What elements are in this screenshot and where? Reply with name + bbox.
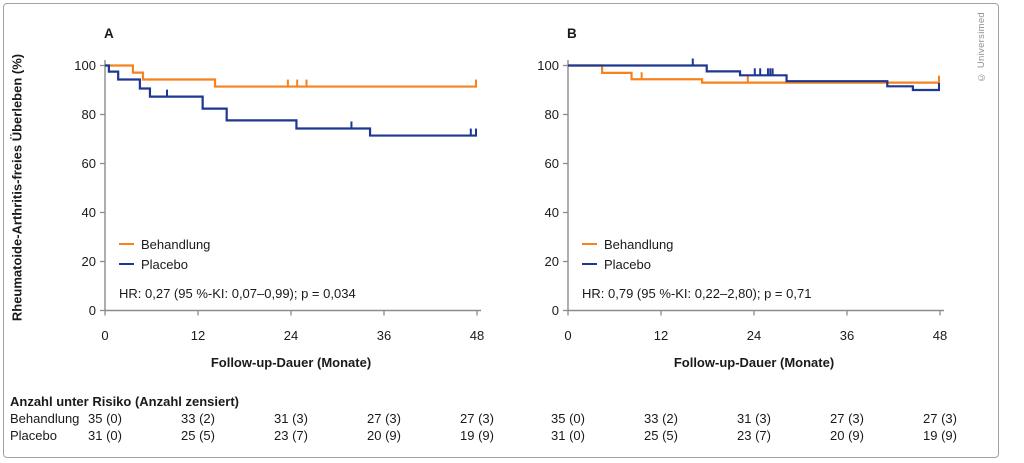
risk-cell: 31 (0): [88, 428, 122, 443]
risk-cell: 25 (5): [181, 428, 215, 443]
risk-cell: 31 (3): [274, 411, 308, 426]
legend-label-behandlung: Behandlung: [141, 236, 211, 252]
risk-cell: 19 (9): [923, 428, 957, 443]
risk-cell: 20 (9): [367, 428, 401, 443]
risk-cell: 19 (9): [460, 428, 494, 443]
y-tick-label: 80: [82, 107, 96, 122]
y-axis-title: Rheumatoide-Arthritis-freies Überleben (…: [9, 53, 25, 322]
risk-cell: 23 (7): [274, 428, 308, 443]
legend-label-placebo: Placebo: [604, 256, 651, 272]
legend-label-behandlung: Behandlung: [604, 236, 674, 252]
hr-annotation-panel-a: HR: 0,27 (95 %-KI: 0,07–0,99); p = 0,034: [119, 286, 356, 301]
risk-cell: 25 (5): [644, 428, 678, 443]
risk-cell: 27 (3): [830, 411, 864, 426]
x-axis-title-panel-b: Follow-up-Dauer (Monate): [673, 355, 835, 370]
legend-panel-a: Behandlung Placebo: [119, 234, 210, 274]
x-tick-label: 36: [377, 328, 391, 343]
risk-cell: 27 (3): [367, 411, 401, 426]
survival-curve-placebo: [105, 64, 477, 137]
x-tick-label: 24: [284, 328, 298, 343]
risk-cell: 33 (2): [181, 411, 215, 426]
behandlung-line-swatch: [119, 242, 134, 246]
risk-row-label-placebo: Placebo: [10, 428, 57, 443]
risk-cell: 23 (7): [737, 428, 771, 443]
risk-cell: 27 (3): [460, 411, 494, 426]
risk-cell: 33 (2): [644, 411, 678, 426]
y-tick-label: 40: [545, 205, 559, 220]
y-tick-label: 0: [552, 303, 559, 318]
panel-a-label: A: [104, 26, 114, 41]
survival-curve-behandlung: [568, 64, 940, 84]
risk-cell: 27 (3): [923, 411, 957, 426]
x-tick-label: 12: [654, 328, 668, 343]
risk-table-title: Anzahl unter Risiko (Anzahl zensiert): [10, 394, 239, 409]
hr-annotation-panel-b: HR: 0,79 (95 %-KI: 0,22–2,80); p = 0,71: [582, 286, 812, 301]
survival-curve-placebo: [568, 64, 940, 92]
legend-item-placebo: Placebo: [119, 254, 210, 274]
x-tick-label: 36: [840, 328, 854, 343]
x-tick-label: 48: [933, 328, 947, 343]
x-tick-label: 0: [101, 328, 108, 343]
legend-item-placebo: Placebo: [582, 254, 673, 274]
behandlung-line-swatch: [582, 242, 597, 246]
x-tick-label: 24: [747, 328, 761, 343]
x-tick-label: 12: [191, 328, 205, 343]
legend-item-behandlung: Behandlung: [119, 234, 210, 254]
y-tick-label: 60: [545, 156, 559, 171]
x-tick-label: 48: [470, 328, 484, 343]
y-tick-label: 20: [82, 254, 96, 269]
legend-item-behandlung: Behandlung: [582, 234, 673, 254]
risk-cell: 31 (0): [551, 428, 585, 443]
y-tick-label: 80: [545, 107, 559, 122]
risk-cell: 35 (0): [88, 411, 122, 426]
legend-panel-b: Behandlung Placebo: [582, 234, 673, 274]
risk-cell: 20 (9): [830, 428, 864, 443]
risk-cell: 31 (3): [737, 411, 771, 426]
risk-cell: 35 (0): [551, 411, 585, 426]
survival-curve-behandlung: [105, 64, 477, 88]
risk-row-label-behandlung: Behandlung: [10, 411, 80, 426]
y-tick-label: 20: [545, 254, 559, 269]
y-tick-label: 40: [82, 205, 96, 220]
y-tick-label: 60: [82, 156, 96, 171]
y-tick-label: 0: [89, 303, 96, 318]
x-axis-title-panel-a: Follow-up-Dauer (Monate): [210, 355, 372, 370]
y-tick-label: 100: [537, 58, 559, 73]
y-tick-label: 100: [74, 58, 96, 73]
panel-b-label: B: [567, 26, 577, 41]
x-tick-label: 0: [564, 328, 571, 343]
copyright-note: © Universimed: [976, 12, 987, 83]
placebo-line-swatch: [582, 262, 597, 266]
legend-label-placebo: Placebo: [141, 256, 188, 272]
placebo-line-swatch: [119, 262, 134, 266]
